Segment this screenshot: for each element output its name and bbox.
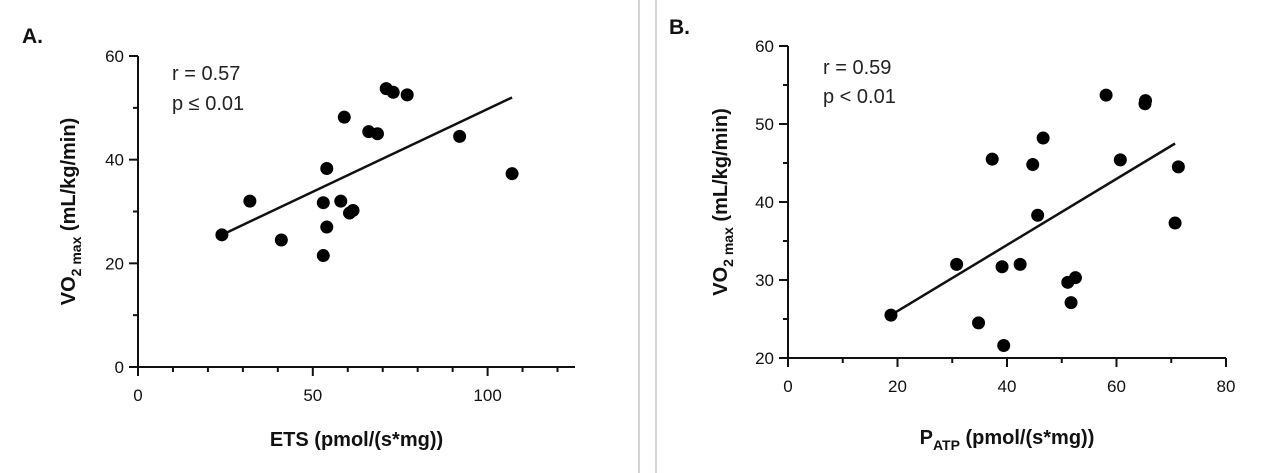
y-axis-title: VO2 max (mL/kg/min) [710,108,736,296]
data-point [316,196,330,210]
panel-label: B. [669,16,690,39]
panel-divider [655,0,657,473]
x-tick-label: 0 [783,377,792,396]
data-point [1139,94,1153,108]
data-point [1068,271,1082,285]
y-axis-title-suffix: (mL/kg/min) [710,108,732,227]
data-point [370,127,384,141]
x-axis-title-subscript: ATP [933,437,960,453]
x-tick-label: 80 [1217,377,1236,396]
panel-divider [638,0,640,473]
regression-line [890,142,1176,317]
data-point [1113,153,1127,167]
scatter-plot-b: B. 20 30 40 50 60 0 20 40 60 80 PATP (pmol/(s*mg)) V… [669,16,1236,453]
data-point [334,194,348,208]
data-point [1026,158,1040,172]
data-point [997,339,1011,353]
data-point [1168,216,1182,230]
data-point [215,228,229,242]
y-axis-title-suffix: (mL/kg/min) [58,118,80,237]
y-tick-label: 0 [115,358,124,377]
x-tick-label: 60 [1107,377,1126,396]
panel-label: A. [22,25,43,48]
x-axis-title-main: ETS (pmol/(s*mg)) [270,429,443,451]
data-point [320,220,334,234]
y-tick-label: 20 [105,254,124,273]
data-point [1064,296,1078,310]
data-point [995,260,1009,274]
data-point [243,194,257,208]
y-tick-label: 20 [755,349,774,368]
x-tick-label: 40 [998,377,1017,396]
data-point [1099,88,1113,102]
data-point [884,308,898,322]
x-axis-title-suffix: (pmol/(s*mg)) [960,427,1094,449]
x-axis-title: ETS (pmol/(s*mg)) [270,429,443,451]
y-axis-title: VO2 max (mL/kg/min) [58,118,84,306]
data-point [1013,257,1027,271]
x-tick-label: 20 [888,377,907,396]
y-tick-label: 50 [755,115,774,134]
y-tick-label: 60 [105,47,124,66]
data-point [346,203,360,217]
y-axis-title-subscript: 2 max [68,236,84,276]
x-axis-title: PATP (pmol/(s*mg)) [920,427,1095,453]
data-point [274,233,288,247]
y-tick-label: 60 [755,37,774,56]
data-point [337,110,351,124]
correlation-p-text: p ≤ 0.01 [172,93,244,115]
data-point [505,167,519,181]
y-axis-title-main: VO [58,276,80,305]
data-point [972,316,986,330]
x-tick-label: 50 [303,386,322,405]
data-point [985,152,999,166]
x-tick-label: 100 [473,386,501,405]
data-point [386,85,400,99]
data-point [1171,160,1185,174]
y-axis-title-subscript: 2 max [720,227,736,267]
x-axis-title-main: P [920,427,933,449]
data-point [316,249,330,263]
correlation-r-text: r = 0.57 [172,63,240,85]
y-axis-title-main: VO [710,267,732,296]
data-point [1036,131,1050,145]
regression-line [221,96,513,236]
correlation-p-text: p < 0.01 [823,86,896,108]
data-point [320,161,334,175]
data-point [453,129,467,143]
panel-b: B. 20 30 40 50 60 0 20 40 60 80 PATP (pmol/(s*mg)) V… [655,0,1280,473]
correlation-r-text: r = 0.59 [823,57,891,79]
y-tick-label: 40 [105,151,124,170]
data-point [400,88,414,102]
scatter-plot-a: A. 0 20 40 60 0 50 100 ETS (pmol/(s*mg)) VO2 max … [22,25,575,451]
x-tick-label: 0 [133,386,142,405]
data-point [1031,208,1045,222]
y-tick-label: 40 [755,193,774,212]
y-tick-label: 30 [755,271,774,290]
panel-a: A. 0 20 40 60 0 50 100 ETS (pmol/(s*mg)) VO2 max … [22,0,640,473]
data-point [950,257,964,271]
